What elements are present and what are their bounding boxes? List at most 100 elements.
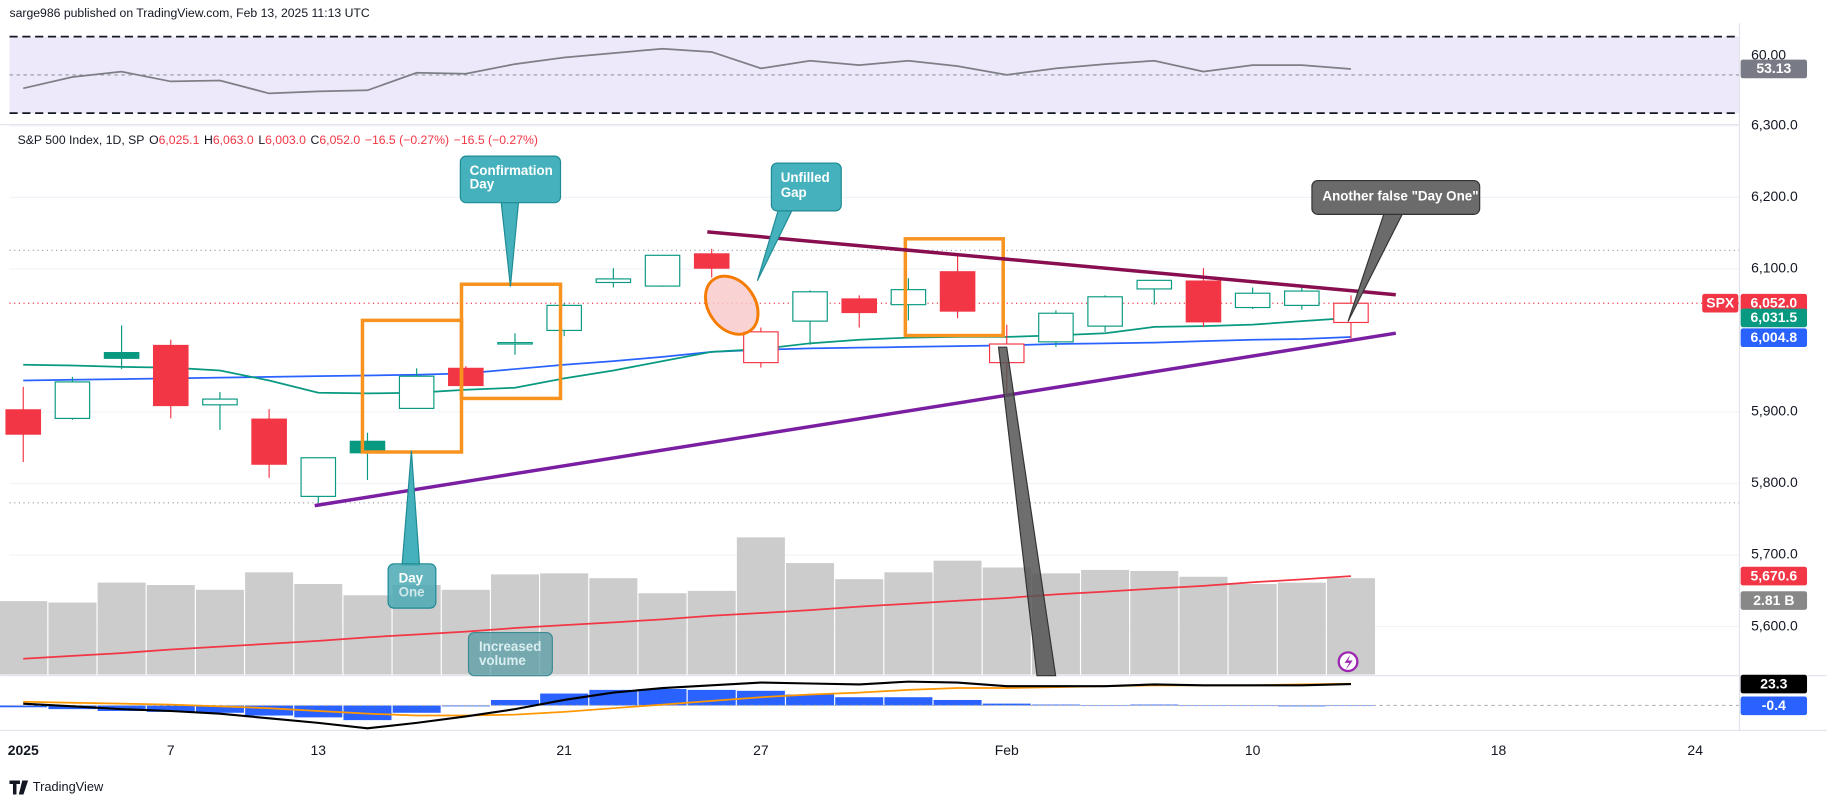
y-tick-label: 5,600.0 xyxy=(1751,617,1798,633)
price-tag xyxy=(1740,591,1808,610)
candle-body xyxy=(644,254,681,287)
y-tick-label: 5,700.0 xyxy=(1751,546,1798,562)
volume-bar xyxy=(736,537,785,675)
volume-bar xyxy=(195,589,244,675)
volume-bar xyxy=(638,593,687,675)
x-tick-label: 2025 xyxy=(8,742,39,758)
macd-hist-bar xyxy=(835,697,884,706)
volume-bar xyxy=(146,585,195,675)
candle-body xyxy=(792,291,828,322)
candle-body xyxy=(152,344,189,407)
highlight-box xyxy=(903,237,1005,338)
callout-text: Day xyxy=(399,571,424,586)
legend-item: −16.5 (−0.27%) xyxy=(454,133,538,147)
legend-item: −16.5 (−0.27%) xyxy=(365,133,449,147)
candle-body xyxy=(546,304,582,332)
candle-body xyxy=(300,457,337,497)
callout xyxy=(459,155,562,204)
rsi-line xyxy=(23,47,1352,95)
legend-item: L xyxy=(258,133,265,147)
candle-body xyxy=(1234,292,1271,309)
x-tick-label: Feb xyxy=(995,742,1019,758)
macd-hist-bar xyxy=(982,703,1031,706)
header: sarge986 published on TradingView.com, F… xyxy=(9,6,369,20)
gap-ellipse xyxy=(704,274,760,336)
moving-average xyxy=(23,317,1352,395)
volume-bar xyxy=(687,590,736,675)
volume-bar xyxy=(982,567,1031,675)
footer: TradingView xyxy=(33,779,104,794)
volume-bar xyxy=(97,582,146,675)
macd-hist-bar xyxy=(1031,704,1080,706)
volume-bar xyxy=(835,579,884,675)
callout-text: Day xyxy=(470,177,495,192)
moving-average xyxy=(23,336,1351,382)
candle-body xyxy=(251,418,287,465)
price-tag xyxy=(1740,293,1808,313)
callout xyxy=(467,632,553,677)
macd-hist-bar xyxy=(1081,705,1130,707)
pointer xyxy=(997,346,1057,677)
price-tag-label: 23.3 xyxy=(1760,675,1787,691)
trend-line xyxy=(707,230,1396,297)
logo xyxy=(9,780,29,795)
price-tag xyxy=(1740,674,1808,694)
volume-bar xyxy=(0,601,48,675)
callout xyxy=(770,162,842,212)
macd-hist-bar xyxy=(343,705,392,721)
volume-bar xyxy=(48,602,97,675)
candle-body xyxy=(841,298,878,314)
macd-hist-bar xyxy=(1326,705,1375,707)
price-tag xyxy=(1740,566,1808,586)
moving-average xyxy=(23,575,1352,660)
callout-text: Increased xyxy=(479,639,541,654)
candle-body xyxy=(398,375,435,409)
macd-hist-bar xyxy=(687,689,736,706)
volume-bar xyxy=(589,578,638,675)
volume-bar xyxy=(245,572,294,675)
candle-body xyxy=(939,271,976,312)
macd-hist-bar xyxy=(933,699,982,706)
price-tag-label: SPX xyxy=(1706,295,1735,311)
candle-body xyxy=(54,381,91,419)
macd-line xyxy=(23,680,1351,730)
x-tick-label: 18 xyxy=(1491,742,1507,758)
candle-body xyxy=(202,398,238,406)
candle-body xyxy=(448,367,484,387)
candle-body xyxy=(890,289,927,306)
candle-body xyxy=(595,278,632,284)
macd-hist-bar xyxy=(786,694,835,706)
candle-body xyxy=(103,352,140,359)
legend-value: 6,052.0 xyxy=(319,133,360,147)
volume-bar xyxy=(786,563,835,675)
macd-hist-bar xyxy=(490,699,540,706)
price-tag xyxy=(1740,696,1808,716)
macd-hist-bar xyxy=(195,705,244,713)
legend-value: 6,025.1 xyxy=(159,133,200,147)
macd-hist-bar xyxy=(0,705,48,708)
volume-bar xyxy=(1277,582,1326,675)
x-tick-label: 21 xyxy=(556,742,572,758)
macd-hist-bar xyxy=(1179,705,1228,707)
volume-bar xyxy=(933,560,982,675)
candle-body xyxy=(743,331,779,364)
rsi-tick-label: 60.00 xyxy=(1751,46,1786,62)
plot-area: 6,300.0 6,200.0 6,100.0 5,900.0 5,800.0 5,700… xyxy=(0,20,1827,758)
candle-body xyxy=(1185,280,1222,323)
price-tag-label: 6,004.8 xyxy=(1751,329,1798,345)
price-tag-label: 53.13 xyxy=(1756,60,1791,76)
candle-body xyxy=(1038,312,1074,343)
candle-body xyxy=(5,409,42,435)
y-tick-label: 6,200.0 xyxy=(1751,188,1798,204)
callout xyxy=(387,563,437,609)
price-tag-label: 6,031.5 xyxy=(1751,309,1798,325)
drawings: Confirmation Day Unfilled Gap Another fa… xyxy=(314,155,1481,677)
candle-body xyxy=(1087,296,1123,327)
macd-hist-bar xyxy=(884,697,933,706)
macd-hist-bar xyxy=(736,690,785,706)
x-tick-label: 13 xyxy=(311,742,327,758)
macd-hist-bar xyxy=(245,705,294,716)
volume-bar xyxy=(884,572,933,675)
